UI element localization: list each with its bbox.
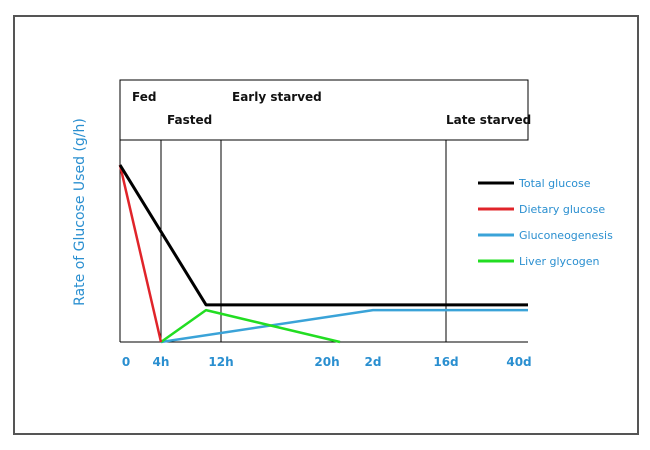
phase-label-fed: Fed xyxy=(132,90,156,104)
phase-banner xyxy=(119,79,529,141)
series-line-liver-glycogen xyxy=(160,308,341,344)
legend-label-total-glucose: Total glucose xyxy=(518,177,591,190)
phase-label-late-starved: Late starved xyxy=(446,113,531,127)
legend-label-gluconeogenesis: Gluconeogenesis xyxy=(519,229,613,242)
series-line-total-glucose xyxy=(118,164,528,307)
series-line-gluconeogenesis xyxy=(160,308,528,344)
series-layer xyxy=(118,164,528,344)
x-tick-label: 0 xyxy=(122,355,130,369)
x-tick-label: 16d xyxy=(433,355,458,369)
y-axis-label: Rate of Glucose Used (g/h) xyxy=(72,118,88,306)
phase-label-early-starved: Early starved xyxy=(232,90,322,104)
phase-label-fasted: Fasted xyxy=(167,113,212,127)
series-line-dietary-glucose xyxy=(118,164,163,343)
legend-label-liver-glycogen: Liver glycogen xyxy=(519,255,600,268)
phase-dividers xyxy=(160,140,447,342)
legend-label-dietary-glucose: Dietary glucose xyxy=(519,203,605,216)
x-tick-label: 12h xyxy=(208,355,233,369)
x-tick-label: 4h xyxy=(153,355,170,369)
x-tick-label: 20h xyxy=(314,355,339,369)
x-tick-label: 2d xyxy=(365,355,382,369)
x-tick-label: 40d xyxy=(506,355,531,369)
legend: Total glucose Dietary glucose Gluconeoge… xyxy=(478,177,613,268)
figure-frame xyxy=(13,15,639,435)
